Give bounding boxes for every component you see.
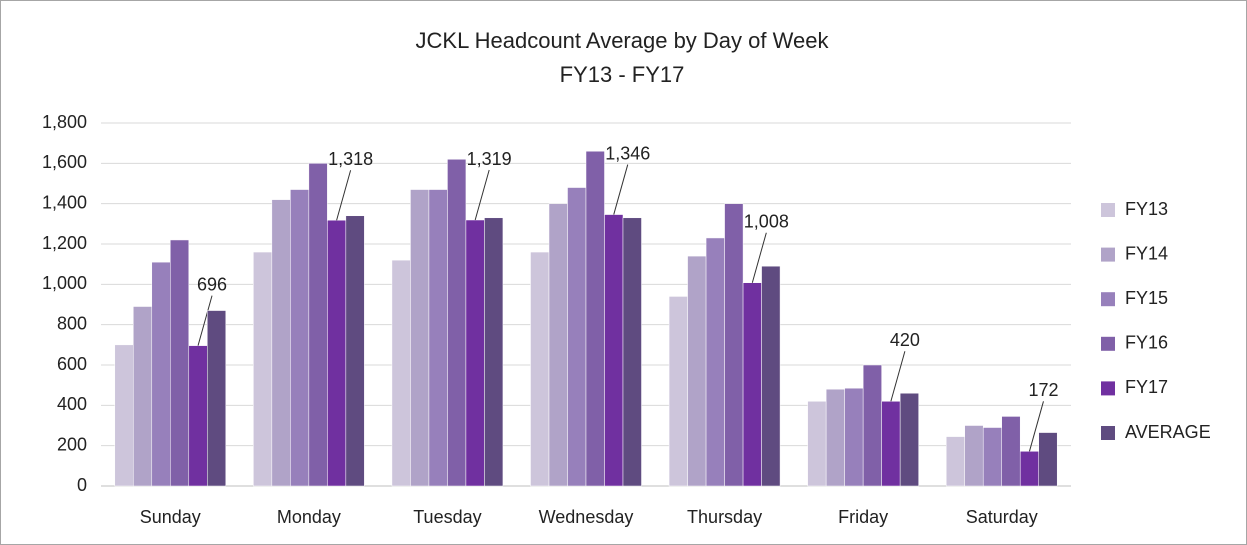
x-tick-label: Tuesday — [413, 507, 481, 527]
bar — [548, 203, 568, 487]
bar — [447, 159, 467, 487]
leader-line — [197, 295, 213, 346]
y-tick-label: 1,200 — [42, 233, 87, 253]
data-label: 1,319 — [467, 149, 512, 169]
x-tick-label: Sunday — [140, 507, 201, 527]
bar — [567, 187, 587, 487]
x-tick-label: Monday — [277, 507, 341, 527]
data-label: 420 — [890, 330, 920, 350]
bar — [724, 203, 744, 487]
bar — [807, 401, 827, 487]
bar — [668, 296, 688, 487]
leader-line — [613, 164, 629, 215]
legend-swatch — [1101, 203, 1115, 217]
bar — [253, 251, 273, 487]
bar — [982, 427, 1002, 487]
bar — [271, 199, 291, 487]
bar — [308, 163, 328, 487]
bar — [327, 219, 347, 487]
legend-label: FY14 — [1125, 243, 1168, 263]
bar — [410, 189, 430, 487]
bar — [207, 310, 227, 487]
bar — [428, 189, 448, 487]
bar — [1019, 451, 1039, 487]
bar — [604, 214, 624, 487]
data-label: 1,346 — [605, 143, 650, 163]
bar — [761, 265, 781, 487]
y-tick-label: 1,800 — [42, 112, 87, 132]
legend-label: FY16 — [1125, 333, 1168, 353]
y-tick-label: 1,600 — [42, 152, 87, 172]
y-tick-label: 0 — [77, 475, 87, 495]
data-label: 172 — [1028, 380, 1058, 400]
bar — [484, 217, 504, 487]
x-tick-label: Wednesday — [539, 507, 634, 527]
bar — [114, 344, 134, 487]
data-label: 696 — [197, 274, 227, 294]
bar — [881, 401, 901, 487]
bar — [465, 219, 485, 487]
legend-label: AVERAGE — [1125, 422, 1211, 442]
leader-line — [474, 169, 490, 221]
y-tick-label: 600 — [57, 354, 87, 374]
x-tick-label: Thursday — [687, 507, 762, 527]
y-tick-label: 800 — [57, 313, 87, 333]
bar — [899, 392, 919, 487]
legend-label: FY15 — [1125, 288, 1168, 308]
x-tick-label: Friday — [838, 507, 888, 527]
bar — [290, 189, 310, 487]
leader-line — [890, 351, 906, 402]
bar — [964, 425, 984, 487]
y-tick-label: 400 — [57, 394, 87, 414]
legend-swatch — [1101, 426, 1115, 440]
bar — [1038, 432, 1058, 487]
bar — [133, 306, 153, 487]
bar — [945, 436, 965, 487]
bar — [825, 388, 845, 487]
y-tick-label: 1,400 — [42, 192, 87, 212]
bar — [687, 255, 707, 487]
bar — [862, 364, 882, 487]
bar — [391, 259, 411, 487]
chart-title: JCKL Headcount Average by Day of Week — [416, 28, 830, 53]
legend-swatch — [1101, 292, 1115, 307]
legend-swatch — [1101, 247, 1115, 262]
leader-line — [1028, 401, 1044, 452]
legend-label: FY17 — [1125, 377, 1168, 397]
bar — [585, 150, 605, 487]
bar — [151, 261, 171, 487]
legend-swatch — [1101, 336, 1115, 351]
bar — [530, 251, 550, 487]
leader-line — [336, 170, 352, 221]
bar — [705, 237, 725, 487]
bar — [345, 215, 365, 487]
chart-subtitle: FY13 - FY17 — [560, 62, 685, 87]
legend-label: FY13 — [1125, 199, 1168, 219]
bar — [622, 217, 642, 487]
bar — [742, 282, 762, 487]
data-label: 1,318 — [328, 149, 373, 169]
leader-line — [751, 232, 767, 283]
bar — [188, 345, 208, 487]
data-label: 1,008 — [744, 211, 789, 231]
y-tick-label: 200 — [57, 434, 87, 454]
bar — [1001, 416, 1021, 487]
y-tick-label: 1,000 — [42, 273, 87, 293]
bar — [844, 387, 864, 487]
bar — [170, 239, 190, 487]
x-tick-label: Saturday — [966, 507, 1038, 527]
legend-swatch — [1101, 381, 1115, 396]
